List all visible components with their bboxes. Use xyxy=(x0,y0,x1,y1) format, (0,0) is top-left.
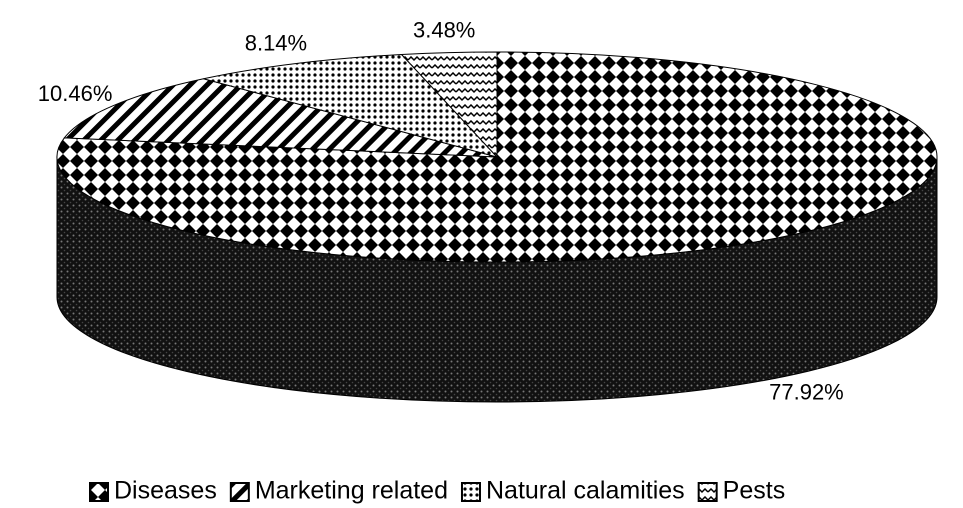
legend-label: Diseases xyxy=(114,477,217,505)
legend-label: Marketing related xyxy=(255,477,448,505)
plot: 77.92% 10.46% 8.14% 3.48% xyxy=(38,18,938,405)
legend: Diseases Marketing related Natural calamit… xyxy=(89,477,786,505)
pie-slice xyxy=(400,51,498,159)
legend-swatch xyxy=(229,482,250,502)
legend-swatch xyxy=(89,482,109,502)
pie-slice xyxy=(63,78,498,158)
data-label: 3.48% xyxy=(413,18,475,43)
legend-swatch xyxy=(460,482,481,502)
data-label: 77.92% xyxy=(769,380,844,405)
legend-swatch xyxy=(697,482,718,502)
data-label: 10.46% xyxy=(38,81,113,106)
legend-label: Pests xyxy=(723,477,786,505)
legend-label: Natural calamities xyxy=(486,477,685,505)
data-label: 8.14% xyxy=(245,31,307,56)
pie-slice xyxy=(203,53,499,158)
